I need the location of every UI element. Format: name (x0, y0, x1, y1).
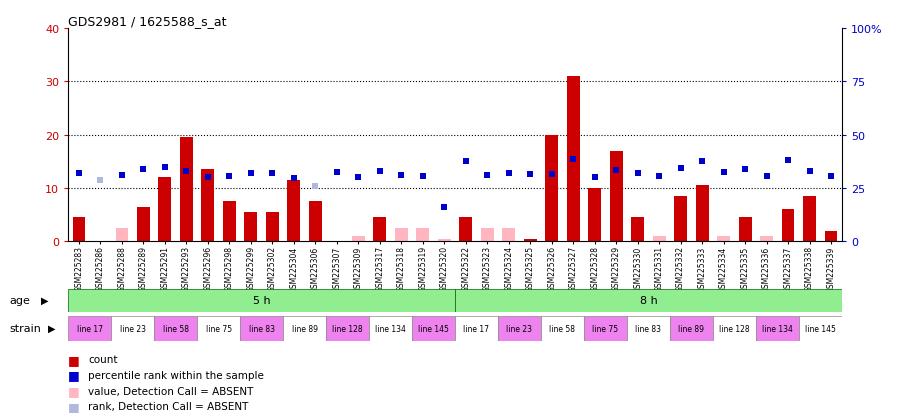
Bar (524, 239, 537, 242)
Bar (502, 228, 515, 242)
Text: percentile rank within the sample: percentile rank within the sample (88, 370, 264, 380)
Text: line 23: line 23 (120, 324, 146, 333)
Bar (455, 316, 498, 341)
Bar (73, 218, 86, 242)
Bar (412, 316, 455, 341)
Text: line 128: line 128 (719, 324, 750, 333)
Bar (137, 207, 150, 242)
Text: GDS2981 / 1625588_s_at: GDS2981 / 1625588_s_at (68, 15, 227, 28)
Text: line 134: line 134 (762, 324, 793, 333)
Bar (803, 197, 816, 242)
Bar (369, 316, 412, 341)
Text: line 58: line 58 (550, 324, 575, 333)
Bar (416, 228, 430, 242)
Text: ■: ■ (68, 384, 80, 397)
Text: rank, Detection Call = ABSENT: rank, Detection Call = ABSENT (88, 401, 248, 411)
Bar (627, 316, 670, 341)
Bar (266, 212, 278, 242)
Bar (610, 151, 622, 242)
Bar (670, 316, 713, 341)
Bar (326, 316, 369, 341)
Bar (632, 218, 644, 242)
Bar (588, 188, 602, 242)
Text: 8 h: 8 h (640, 295, 657, 306)
Text: strain: strain (9, 323, 41, 333)
Bar (480, 228, 493, 242)
Bar (68, 289, 455, 312)
Text: line 17: line 17 (76, 324, 103, 333)
Bar (567, 77, 580, 242)
Bar (545, 135, 558, 242)
Bar (584, 316, 627, 341)
Bar (760, 236, 773, 242)
Bar (352, 236, 365, 242)
Text: ■: ■ (68, 353, 80, 366)
Bar (373, 218, 386, 242)
Bar (460, 218, 472, 242)
Bar (116, 228, 128, 242)
Bar (283, 316, 326, 341)
Text: line 23: line 23 (507, 324, 532, 333)
Bar (180, 138, 193, 242)
Text: line 17: line 17 (463, 324, 490, 333)
Bar (68, 316, 111, 341)
Text: line 75: line 75 (206, 324, 232, 333)
Bar (695, 186, 709, 242)
Bar (799, 316, 842, 341)
Bar (240, 316, 283, 341)
Bar (111, 316, 154, 341)
Text: line 89: line 89 (291, 324, 318, 333)
Bar (154, 316, 197, 341)
Text: line 83: line 83 (635, 324, 662, 333)
Text: line 145: line 145 (418, 324, 449, 333)
Bar (674, 197, 687, 242)
Text: 5 h: 5 h (253, 295, 270, 306)
Bar (438, 239, 450, 242)
Text: line 75: line 75 (592, 324, 619, 333)
Text: line 128: line 128 (332, 324, 363, 333)
Text: line 58: line 58 (163, 324, 188, 333)
Text: ▶: ▶ (48, 323, 56, 333)
Bar (288, 180, 300, 242)
Bar (652, 236, 665, 242)
Bar (824, 231, 837, 242)
Bar (245, 212, 258, 242)
Text: ■: ■ (68, 400, 80, 413)
Bar (782, 210, 794, 242)
Bar (158, 178, 171, 242)
Bar (498, 316, 541, 341)
Bar (201, 170, 215, 242)
Text: line 134: line 134 (375, 324, 406, 333)
Bar (713, 316, 756, 341)
Bar (395, 228, 408, 242)
Bar (455, 289, 842, 312)
Text: ▶: ▶ (41, 295, 48, 306)
Bar (717, 236, 730, 242)
Bar (541, 316, 584, 341)
Text: line 83: line 83 (248, 324, 275, 333)
Bar (308, 202, 322, 242)
Text: line 89: line 89 (678, 324, 704, 333)
Text: count: count (88, 354, 117, 364)
Text: value, Detection Call = ABSENT: value, Detection Call = ABSENT (88, 386, 254, 396)
Text: ■: ■ (68, 368, 80, 382)
Text: line 145: line 145 (804, 324, 835, 333)
Bar (756, 316, 799, 341)
Text: age: age (9, 295, 30, 306)
Bar (739, 218, 752, 242)
Bar (223, 202, 236, 242)
Bar (197, 316, 240, 341)
